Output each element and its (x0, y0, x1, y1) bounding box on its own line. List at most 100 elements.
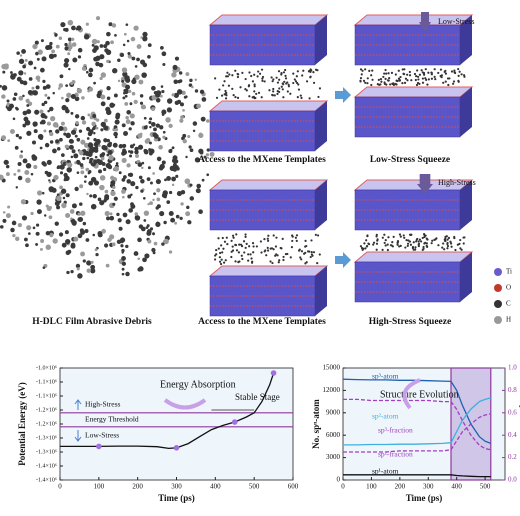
series-label: sp²-atom (372, 412, 399, 421)
debris-atom (117, 79, 121, 83)
film-atom (251, 80, 255, 83)
debris-atom (1, 85, 8, 91)
film-atom (364, 68, 367, 71)
debris-atom (139, 101, 144, 105)
debris-atom (90, 268, 96, 274)
film-atom (398, 233, 402, 236)
debris-atom (126, 39, 130, 43)
film-atom (375, 248, 378, 251)
y2-tick-label: 0.4 (508, 431, 517, 439)
film-atom (383, 81, 386, 84)
film-atom (245, 89, 248, 92)
debris-atom (106, 86, 111, 91)
debris-atom (118, 226, 123, 231)
debris-atom (35, 52, 39, 56)
film-atom (364, 247, 367, 250)
debris-atom (46, 206, 52, 212)
film-atom (236, 75, 240, 79)
debris-atom (92, 233, 96, 237)
debris-atom (138, 266, 144, 272)
debris-atom (71, 149, 76, 154)
film-atom (444, 235, 447, 238)
film-atom (309, 68, 312, 71)
debris-atom (108, 155, 114, 161)
film-atom (297, 83, 300, 86)
film-atom (282, 255, 285, 259)
film-atom (318, 253, 321, 256)
film-atom (430, 77, 434, 80)
slab-top (208, 14, 329, 26)
film-atom (219, 251, 222, 255)
debris-atom (85, 167, 90, 172)
film-atom (227, 84, 231, 87)
debris-atom (155, 92, 161, 98)
film-atom (311, 254, 314, 257)
film-atom (231, 245, 234, 248)
debris-atom (161, 160, 166, 165)
stress-arrow-down (74, 430, 82, 442)
film-atom (224, 89, 227, 93)
debris-atom (24, 169, 30, 175)
y-tick-label: -1.0×10⁶ (36, 365, 57, 371)
slab-side (460, 252, 472, 302)
film-atom (391, 82, 394, 85)
y2-tick-label: 0.0 (508, 476, 517, 484)
debris-atom (102, 122, 106, 126)
film-atom (255, 245, 258, 248)
debris-atom (65, 108, 70, 114)
debris-atom (56, 147, 61, 151)
film-atom (413, 72, 417, 76)
debris-atom (166, 107, 173, 113)
film-atom (230, 239, 233, 242)
film-atom (372, 241, 376, 244)
debris-atom (91, 43, 95, 47)
debris-atom (156, 221, 159, 225)
debris-atom (33, 124, 36, 127)
debris-atom (70, 94, 76, 100)
debris-atom (94, 143, 98, 147)
debris-atom (130, 181, 136, 187)
debris-atom (49, 232, 54, 238)
debris-atom (99, 54, 105, 60)
debris-atom (134, 146, 139, 152)
film-atom (300, 258, 303, 261)
y2-tick-label: 0.6 (508, 408, 517, 416)
debris-atom (143, 116, 147, 120)
film-atom (240, 254, 243, 257)
film-atom (272, 78, 275, 81)
debris-atom (91, 147, 98, 153)
debris-atom (86, 156, 90, 160)
data-point (270, 370, 277, 376)
debris-atom (94, 155, 98, 159)
debris-atom (67, 52, 71, 56)
film-atom (361, 69, 364, 72)
debris-atom (148, 148, 152, 152)
debris-atom (142, 257, 147, 263)
film-atom (310, 250, 313, 254)
debris-atom (112, 185, 116, 189)
debris-atom (112, 103, 116, 107)
debris-atom (104, 195, 110, 201)
debris-atom (105, 263, 110, 268)
debris-atom (76, 171, 80, 174)
debris-atom (83, 149, 87, 153)
process-arrow (335, 87, 351, 103)
film-atom (282, 258, 285, 262)
legend-label: Ti (506, 268, 512, 276)
data-point (231, 419, 238, 425)
film-atom (215, 96, 219, 99)
x-tick-label: 100 (94, 483, 105, 491)
debris-atom (40, 39, 44, 43)
debris-atom (8, 103, 14, 109)
debris-atom (34, 40, 39, 45)
film-atom (390, 71, 394, 74)
slab-top (208, 100, 329, 112)
film-atom (459, 247, 462, 250)
debris-atom (21, 49, 26, 54)
debris-atom (70, 243, 76, 249)
debris-atom (70, 129, 77, 135)
debris-atom (99, 200, 105, 206)
film-atom (230, 255, 233, 259)
debris-atom (49, 106, 54, 112)
film-atom (399, 75, 402, 79)
